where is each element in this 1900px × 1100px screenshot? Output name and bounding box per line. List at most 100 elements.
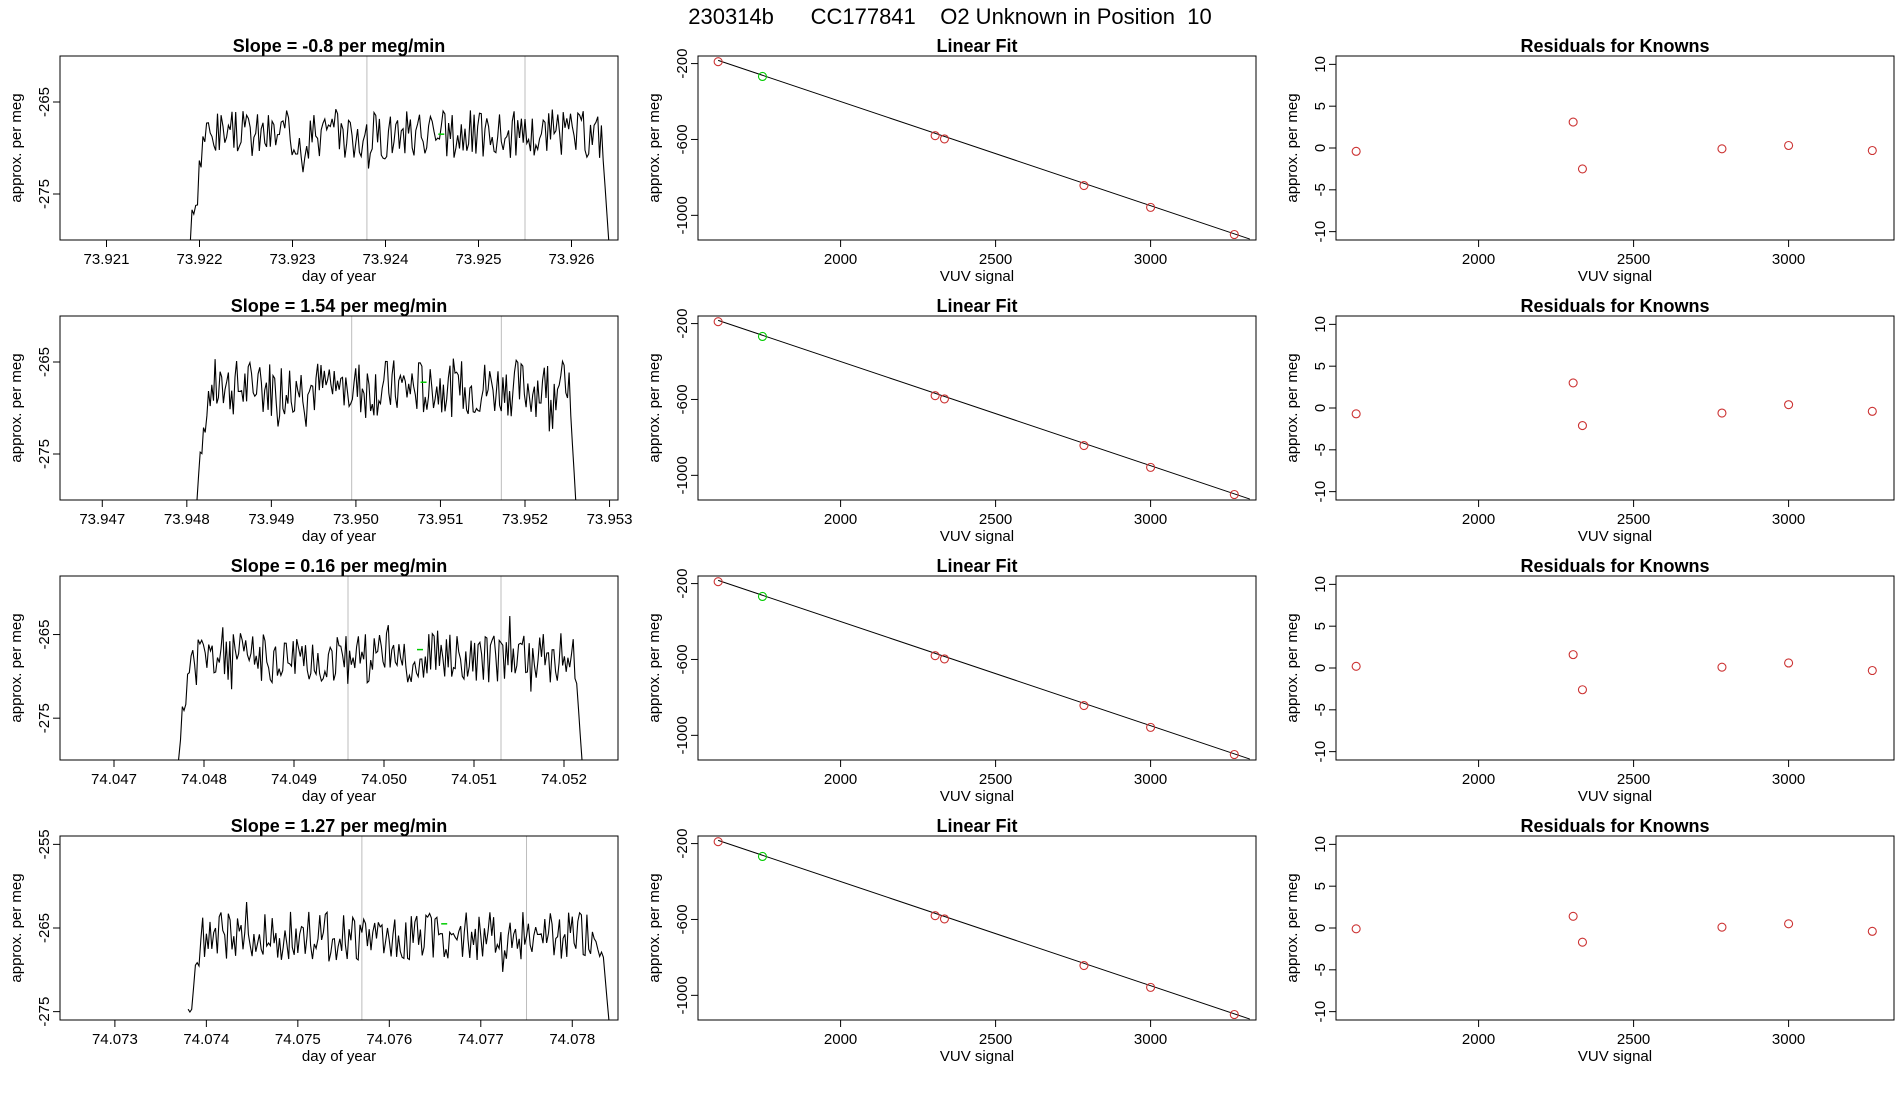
residual-point bbox=[1577, 685, 1587, 695]
residual-point bbox=[1784, 400, 1794, 410]
panel-title: Residuals for Knowns bbox=[1520, 36, 1709, 56]
x-axis-label: VUV signal bbox=[940, 1048, 1014, 1065]
x-tick-label: 74.049 bbox=[271, 771, 317, 788]
panel-title: Residuals for Knowns bbox=[1520, 296, 1709, 316]
panel-title: Slope = 1.27 per meg/min bbox=[231, 816, 448, 836]
plot-frame bbox=[697, 575, 1257, 761]
y-tick-label: -275 bbox=[36, 439, 53, 469]
chart-panel-7: Slope = 0.16 per meg/min 74.047 74.048 74.0… bbox=[8, 556, 619, 805]
y-tick-label: -10 bbox=[1312, 1001, 1329, 1023]
y-tick-label: -600 bbox=[674, 904, 691, 934]
plot-frame bbox=[59, 835, 619, 1021]
known-point bbox=[1146, 202, 1156, 212]
y-tick-label: 10 bbox=[1312, 836, 1329, 853]
plot-data bbox=[196, 358, 577, 500]
y-tick-label: 5 bbox=[1312, 362, 1329, 370]
y-tick-label: -200 bbox=[674, 569, 691, 599]
y-tick-label: -200 bbox=[674, 49, 691, 79]
known-point bbox=[1079, 181, 1089, 191]
residual-point bbox=[1784, 919, 1794, 929]
x-axis-label: VUV signal bbox=[1578, 528, 1652, 545]
y-tick-label: -265 bbox=[36, 913, 53, 943]
x-tick-label: 74.074 bbox=[183, 1031, 229, 1048]
known-point bbox=[713, 577, 723, 587]
panel-title: Slope = 0.16 per meg/min bbox=[231, 556, 448, 576]
x-tick-label: 2000 bbox=[824, 511, 857, 528]
y-tick-label: 10 bbox=[1312, 56, 1329, 73]
y-tick-label: -255 bbox=[36, 829, 53, 859]
x-tick-label: 2500 bbox=[979, 771, 1012, 788]
residual-point bbox=[1577, 937, 1587, 947]
x-tick-label: 74.050 bbox=[361, 771, 407, 788]
residual-point bbox=[1351, 409, 1361, 419]
x-tick-label: 74.077 bbox=[458, 1031, 504, 1048]
chart-panel-10: Slope = 1.27 per meg/min 74.073 74.074 74.0… bbox=[8, 816, 619, 1065]
x-tick-label: 73.951 bbox=[418, 511, 464, 528]
x-tick-label: 73.947 bbox=[79, 511, 125, 528]
residual-point bbox=[1351, 661, 1361, 671]
x-tick-label: 3000 bbox=[1134, 251, 1167, 268]
residual-point bbox=[1717, 408, 1727, 418]
fit-line bbox=[717, 59, 1250, 240]
plot-data bbox=[713, 57, 1250, 240]
x-tick-label: 74.047 bbox=[91, 771, 137, 788]
residual-point bbox=[1867, 406, 1877, 416]
y-tick-label: 0 bbox=[1312, 144, 1329, 152]
known-point bbox=[939, 914, 950, 924]
known-point bbox=[1146, 462, 1156, 472]
y-axis-label: approx. per meg bbox=[8, 613, 25, 722]
x-tick-label: 2000 bbox=[824, 251, 857, 268]
y-tick-label: 5 bbox=[1312, 102, 1329, 110]
x-axis-label: day of year bbox=[302, 528, 376, 545]
y-tick-label: -265 bbox=[36, 87, 53, 117]
y-axis-label: approx. per meg bbox=[646, 93, 663, 202]
y-tick-label: -600 bbox=[674, 124, 691, 154]
x-tick-label: 3000 bbox=[1134, 511, 1167, 528]
known-point bbox=[930, 651, 940, 661]
x-tick-label: 73.924 bbox=[363, 251, 409, 268]
chart-panel-11: Linear Fit 2000 2500 3000 -200 -600 -1000 VUV s… bbox=[646, 816, 1257, 1065]
residual-point bbox=[1351, 924, 1361, 934]
y-axis-label: approx. per meg bbox=[1284, 613, 1301, 722]
x-tick-label: 73.948 bbox=[164, 511, 210, 528]
y-tick-label: 10 bbox=[1312, 576, 1329, 593]
y-axis-label: approx. per meg bbox=[646, 613, 663, 722]
panel-title: Linear Fit bbox=[936, 296, 1017, 316]
known-point bbox=[930, 131, 940, 141]
x-tick-label: 74.073 bbox=[92, 1031, 138, 1048]
y-axis-label: approx. per meg bbox=[8, 93, 25, 202]
chart-panel-6: Residuals for Knowns 2000 2500 3000 10 5 0 -5 -1… bbox=[1284, 296, 1895, 545]
chart-panel-4: Slope = 1.54 per meg/min 73.947 73.948 73.9… bbox=[8, 296, 632, 545]
chart-panel-1: Slope = -0.8 per meg/min 73.921 73.922 73.9… bbox=[8, 36, 619, 285]
y-tick-label: -275 bbox=[36, 179, 53, 209]
known-point bbox=[939, 654, 950, 664]
x-axis-label: day of year bbox=[302, 1048, 376, 1065]
y-tick-label: -265 bbox=[36, 347, 53, 377]
x-tick-label: 3000 bbox=[1772, 771, 1805, 788]
plot-frame bbox=[1335, 55, 1895, 241]
x-tick-label: 74.078 bbox=[549, 1031, 595, 1048]
residual-point bbox=[1568, 117, 1578, 127]
y-tick-label: -5 bbox=[1312, 183, 1329, 196]
residual-point bbox=[1717, 662, 1727, 672]
y-tick-label: -265 bbox=[36, 620, 53, 650]
y-tick-label: 10 bbox=[1312, 316, 1329, 333]
residual-point bbox=[1568, 911, 1578, 921]
chart-panel-3: Residuals for Knowns 2000 2500 3000 10 5 0 -5 -1… bbox=[1284, 36, 1895, 285]
plot-frame bbox=[59, 575, 619, 761]
x-tick-label: 74.075 bbox=[275, 1031, 321, 1048]
unknown-point bbox=[757, 591, 768, 602]
y-tick-label: -5 bbox=[1312, 703, 1329, 716]
panel-title: Residuals for Knowns bbox=[1520, 556, 1709, 576]
residual-point bbox=[1867, 665, 1877, 676]
figure-title: 230314b CC177841 O2 Unknown in Position … bbox=[688, 4, 1212, 29]
y-tick-label: 5 bbox=[1312, 882, 1329, 890]
unknown-point bbox=[757, 331, 768, 342]
y-tick-label: 0 bbox=[1312, 664, 1329, 672]
residual-point bbox=[1784, 658, 1794, 668]
x-tick-label: 2500 bbox=[979, 1031, 1012, 1048]
plot-data bbox=[177, 615, 583, 760]
residual-point bbox=[1717, 144, 1727, 154]
plot-frame bbox=[1335, 575, 1895, 761]
